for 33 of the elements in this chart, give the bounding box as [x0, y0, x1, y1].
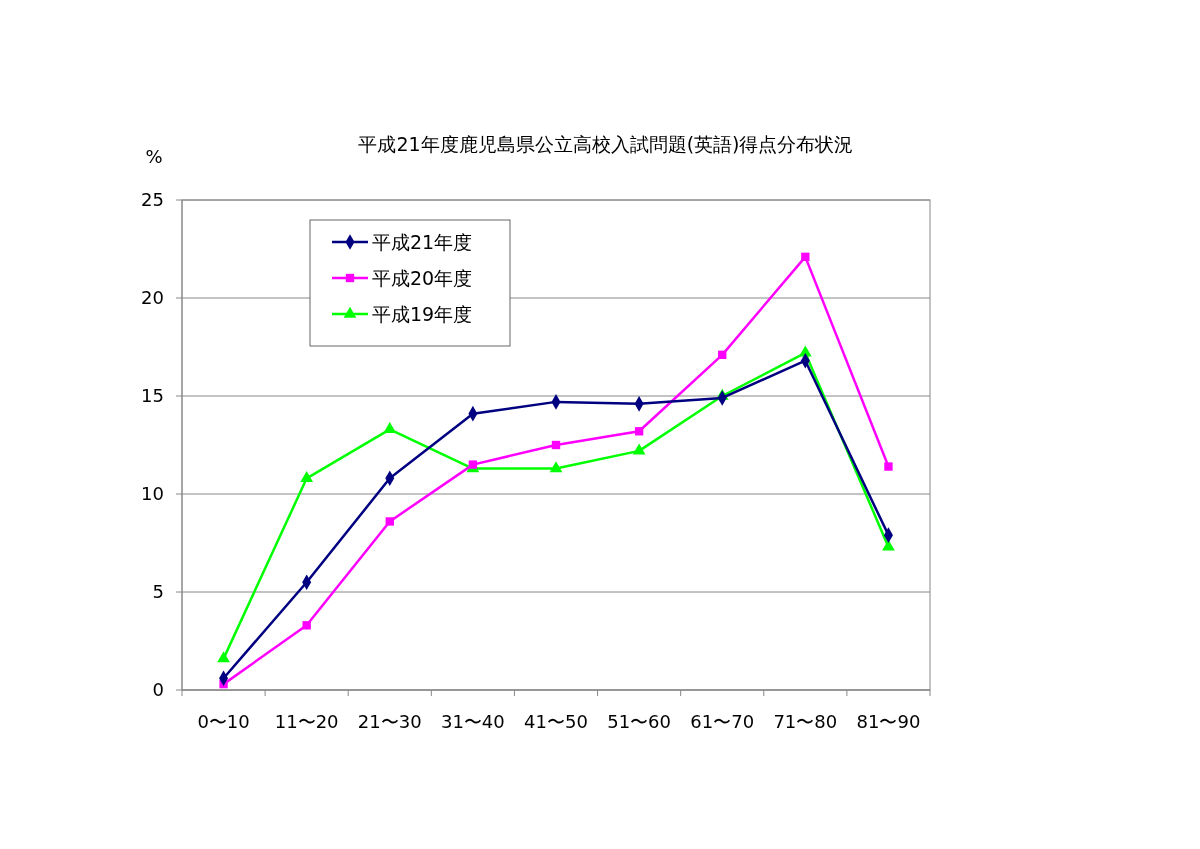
point	[801, 252, 810, 262]
point	[551, 440, 561, 450]
point	[549, 461, 563, 473]
x-tick-label: 21〜30	[357, 711, 422, 732]
point	[884, 462, 893, 471]
legend-label: 平成21年度	[372, 230, 473, 253]
x-tick-label: 81〜90	[856, 711, 921, 732]
point	[385, 517, 394, 526]
y-tick-label: 0	[152, 679, 164, 701]
x-tick-label: 71〜80	[773, 711, 838, 732]
x-tick-label: 31〜40	[440, 711, 505, 732]
point	[632, 443, 646, 455]
x-tick-label: 51〜60	[607, 711, 672, 732]
point	[718, 350, 727, 360]
y-tick-label: 5	[152, 581, 164, 603]
y-tick-label: 20	[141, 287, 164, 309]
point	[300, 470, 314, 482]
y-tick-label: 15	[141, 385, 164, 407]
x-tick-label: 11〜20	[274, 711, 339, 732]
point	[634, 427, 644, 436]
x-tick-label: 0〜10	[197, 711, 250, 732]
point	[302, 621, 311, 630]
chart-title: 平成21年度鹿児島県公立高校入試問題(英語)得点分布状況	[358, 133, 854, 155]
y-tick-label: 10	[141, 483, 164, 505]
point	[468, 460, 478, 469]
point	[383, 421, 397, 433]
point	[217, 651, 230, 663]
y-tick-label: 25	[141, 189, 164, 211]
x-tick-label: 61〜70	[690, 711, 755, 732]
x-tick-label: 41〜50	[524, 711, 588, 732]
legend-label: 平成19年度	[372, 302, 473, 325]
legend-label: 平成20年度	[372, 266, 473, 289]
y-axis-title: %	[145, 146, 163, 167]
